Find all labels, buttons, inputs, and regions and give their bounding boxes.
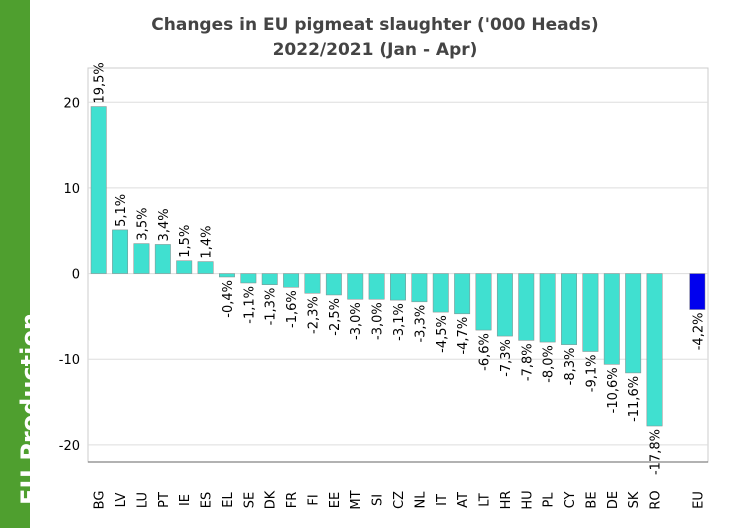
bar	[582, 273, 599, 352]
bar	[390, 273, 406, 301]
y-tick-label: 0	[72, 268, 80, 283]
x-tick-label: CZ	[392, 491, 407, 509]
x-tick-label: ES	[200, 492, 215, 508]
data-label: 5,1%	[114, 194, 129, 227]
data-label: -10,6%	[606, 367, 621, 413]
x-tick-label: IT	[435, 494, 450, 506]
bar	[154, 244, 171, 274]
bar	[219, 273, 235, 278]
data-label: -2,5%	[328, 298, 343, 336]
bar	[133, 243, 150, 274]
x-tick-label: DE	[606, 491, 621, 509]
bar	[240, 273, 257, 284]
bar	[539, 273, 556, 343]
bar	[368, 273, 385, 300]
data-label: -3,0%	[371, 302, 386, 340]
x-tick-label: IE	[178, 494, 193, 506]
bar	[325, 273, 342, 296]
x-tick-label: FR	[285, 492, 300, 509]
data-label: -2,3%	[306, 296, 321, 334]
x-tick-label: MT	[349, 490, 364, 509]
bar	[518, 273, 535, 341]
bar	[112, 229, 129, 274]
data-label: -17,8%	[649, 429, 664, 475]
x-tick-label: DK	[264, 490, 279, 509]
bar	[304, 273, 321, 294]
bar	[646, 273, 663, 427]
bar	[411, 273, 428, 303]
data-label: 19,5%	[93, 62, 108, 103]
data-label: -0,4%	[221, 280, 236, 318]
data-label: -7,8%	[520, 343, 535, 381]
x-tick-label: HR	[499, 491, 514, 510]
bar	[261, 273, 278, 285]
data-label: -1,3%	[264, 288, 279, 326]
bar	[347, 273, 364, 300]
bar	[625, 273, 642, 374]
bar	[454, 273, 471, 315]
x-tick-label: RO	[649, 490, 664, 509]
bar	[689, 273, 706, 310]
x-tick-label: CY	[563, 492, 578, 509]
x-tick-label: BE	[584, 491, 599, 508]
data-label: 1,4%	[200, 226, 215, 259]
y-tick-label: 20	[63, 96, 80, 111]
data-label: 3,4%	[157, 208, 172, 241]
x-tick-label: PT	[157, 492, 172, 508]
bar	[90, 106, 107, 274]
data-label: -1,6%	[285, 290, 300, 328]
data-label: -1,1%	[242, 286, 257, 324]
x-tick-label: LU	[135, 492, 150, 508]
x-tick-label: BG	[93, 491, 108, 510]
data-label: -4,2%	[691, 313, 706, 351]
data-label: 1,5%	[178, 225, 193, 258]
x-tick-label: SK	[627, 491, 642, 508]
y-tick-label: 10	[63, 182, 80, 197]
bar	[603, 273, 620, 365]
data-label: -4,7%	[456, 317, 471, 355]
x-tick-label: EU	[691, 491, 706, 509]
y-tick-label: -20	[59, 439, 80, 454]
data-label: 3,5%	[135, 208, 150, 241]
x-tick-label: PL	[542, 492, 557, 508]
x-tick-label: LT	[478, 493, 493, 506]
data-label: -4,5%	[435, 315, 450, 353]
data-label: -9,1%	[584, 355, 599, 393]
data-label: -3,0%	[349, 302, 364, 340]
sidebar: EU Production	[0, 0, 30, 528]
data-label: -11,6%	[627, 376, 642, 422]
bar	[475, 273, 492, 331]
data-label: -6,6%	[478, 333, 493, 371]
bar	[176, 260, 193, 274]
bar	[197, 261, 214, 274]
bar	[496, 273, 513, 337]
chart-title: Changes in EU pigmeat slaughter ('000 He…	[151, 15, 598, 35]
bar	[432, 273, 449, 313]
x-tick-label: EE	[328, 492, 343, 508]
bar	[283, 273, 300, 288]
x-tick-label: EL	[221, 492, 236, 508]
data-label: -7,3%	[499, 339, 514, 377]
y-tick-label: -10	[59, 353, 80, 368]
data-label: -3,3%	[413, 305, 428, 343]
data-label: -8,0%	[542, 345, 557, 383]
x-tick-label: NL	[413, 491, 428, 509]
data-label: -3,1%	[392, 303, 407, 341]
x-tick-label: FI	[306, 494, 321, 505]
data-label: -8,3%	[563, 348, 578, 386]
x-tick-label: AT	[456, 492, 471, 508]
x-tick-label: HU	[520, 490, 535, 509]
x-tick-label: SI	[371, 494, 386, 506]
bar	[561, 273, 577, 345]
x-tick-label: LV	[114, 493, 129, 508]
chart-subtitle: 2022/2021 (Jan - Apr)	[273, 40, 478, 60]
x-tick-label: SE	[242, 492, 257, 508]
